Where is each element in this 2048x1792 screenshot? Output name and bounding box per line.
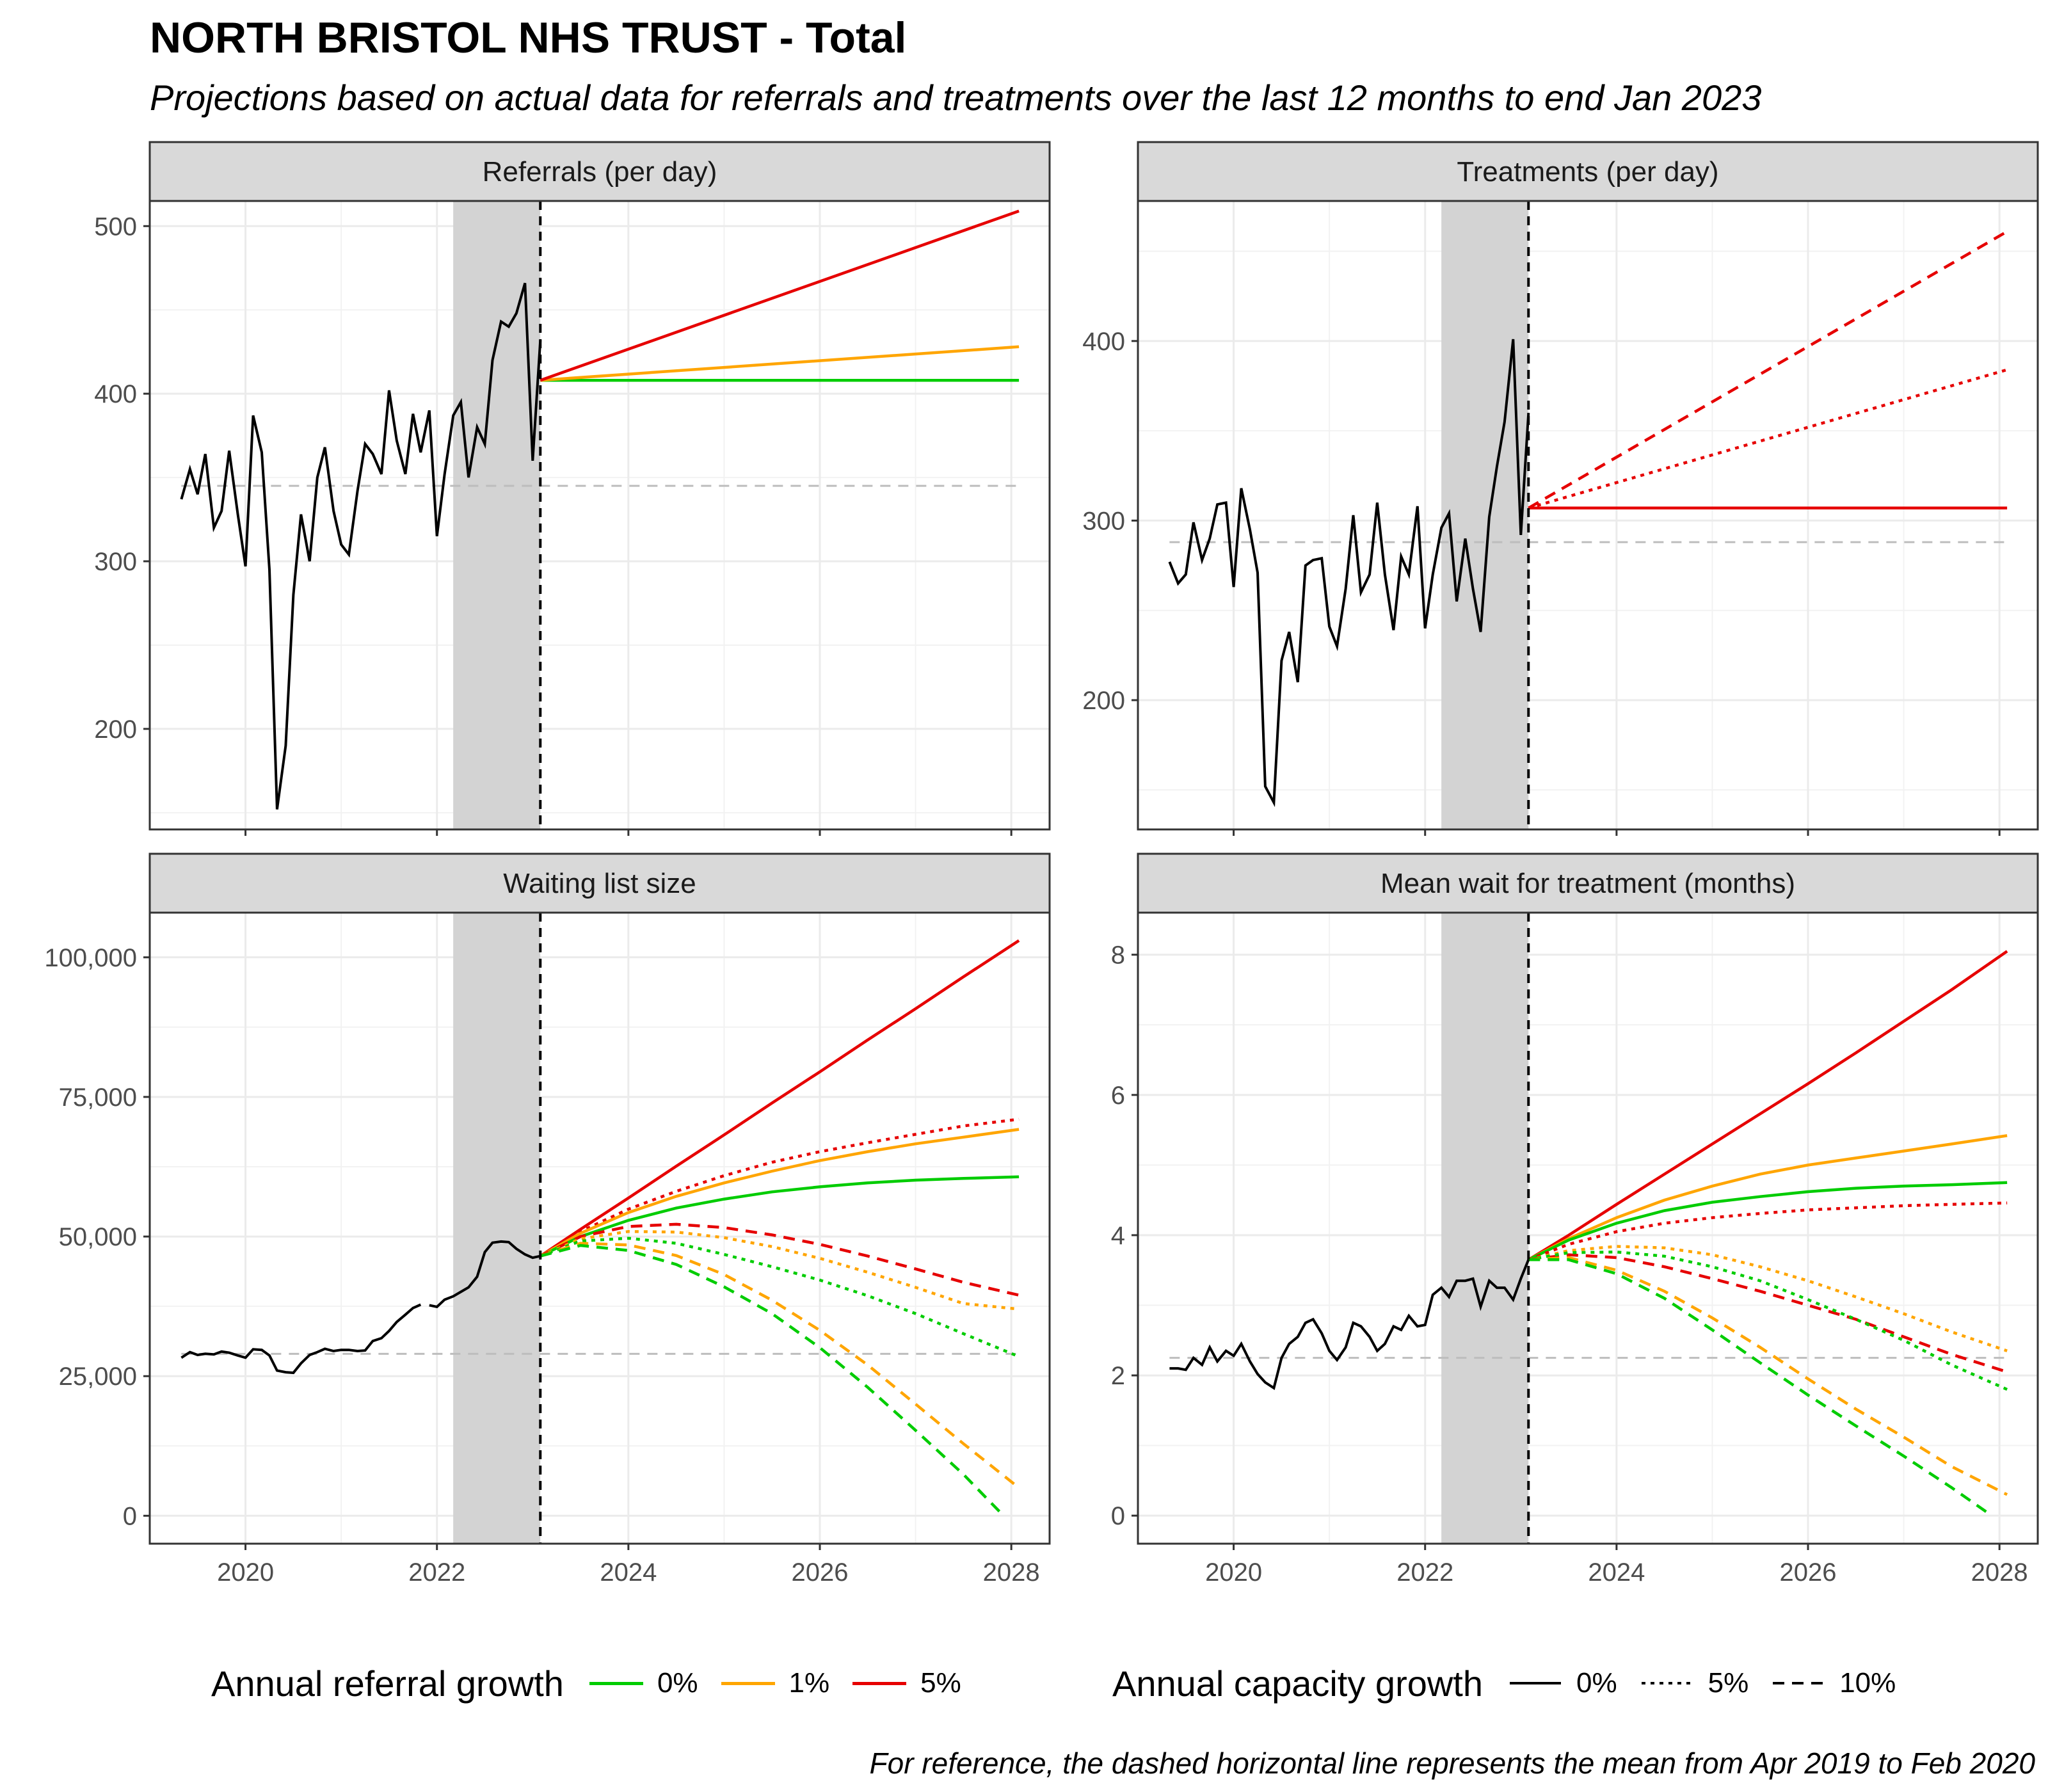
shaded-period <box>1441 201 1529 829</box>
legend-capacity-title: Annual capacity growth <box>1112 1663 1484 1704</box>
projection-series-line <box>1528 1181 2008 1261</box>
projection-series-line <box>1528 1250 2008 1391</box>
facet-panels: Referrals (per day)200300400500Treatment… <box>44 141 2039 1587</box>
legend-label-referral-2: 5% <box>920 1667 961 1699</box>
actual-data-line <box>180 282 542 810</box>
chart-title: NORTH BRISTOL NHS TRUST - Total <box>150 13 907 62</box>
panel-background <box>150 913 1050 1544</box>
panel-0: Referrals (per day) 200 300 400 500 <box>94 141 1051 836</box>
facet-strip <box>148 852 1051 914</box>
shaded-period <box>453 201 541 829</box>
projection-series-line <box>540 1117 1020 1258</box>
y-tick-label: 4 <box>1111 1222 1125 1250</box>
panel-3: Mean wait for treatment (months) 0 2 4 6 8 202… <box>1111 852 2039 1587</box>
y-tick-label: 6 <box>1111 1082 1125 1110</box>
legend-capacity-growth: Annual capacity growth 0% 5% 10% <box>1112 1658 1919 1709</box>
legend-item-referral-0: 0% <box>589 1667 698 1699</box>
chart-subtitle: Projections based on actual data for ref… <box>150 77 1762 118</box>
legend-key-capacity-0 <box>1510 1682 1562 1684</box>
y-tick-label: 8 <box>1111 941 1125 970</box>
projection-series-line <box>540 1222 1020 1297</box>
legend-item-capacity-2: 10% <box>1772 1667 1896 1699</box>
projection-series-line <box>540 345 1020 382</box>
panel-background <box>1138 913 2038 1544</box>
x-tick-label: 2028 <box>983 1558 1040 1587</box>
x-tick-label: 2026 <box>1780 1558 1837 1587</box>
legend-key-referral-0 <box>589 1681 643 1685</box>
legend-key-capacity-2 <box>1773 1682 1825 1684</box>
legend-item-referral-1: 1% <box>721 1667 830 1699</box>
y-tick-label: 0 <box>123 1502 137 1530</box>
actual-data-line <box>1168 339 1530 808</box>
actual-data-line <box>429 1240 541 1309</box>
y-tick-label: 2 <box>1111 1362 1125 1390</box>
projection-series-line <box>1528 368 2008 509</box>
projection-series-line <box>1528 950 2008 1261</box>
legend-referral-growth: Annual referral growth 0% 1% 5% <box>211 1658 984 1709</box>
y-tick-label: 100,000 <box>44 944 137 972</box>
panel-2: Waiting list size 0 25,000 50,000 75,000 100,… <box>44 852 1051 1587</box>
x-tick-label: 2024 <box>1588 1558 1645 1587</box>
y-tick-label: 400 <box>94 380 137 408</box>
projection-series-line <box>540 939 1020 1258</box>
facet-strip-label: Treatments (per day) <box>1457 156 1718 188</box>
projection-series-line <box>540 1242 1020 1489</box>
x-tick-label: 2020 <box>217 1558 274 1587</box>
legend-label-capacity-2: 10% <box>1839 1667 1896 1699</box>
legend-key-capacity-1 <box>1641 1682 1693 1684</box>
projection-series-line <box>540 1175 1020 1258</box>
x-tick-label: 2026 <box>792 1558 849 1587</box>
projection-series-line <box>1528 1245 2008 1352</box>
projection-series-line <box>1528 1258 1993 1517</box>
projection-series-line <box>1528 1253 2008 1373</box>
panel-background <box>1138 201 2038 829</box>
y-tick-label: 50,000 <box>59 1223 137 1251</box>
projection-series-line <box>540 209 1020 382</box>
projection-series-line <box>1528 1134 2008 1261</box>
legend-label-referral-0: 0% <box>657 1667 698 1699</box>
legend-label-capacity-1: 5% <box>1708 1667 1749 1699</box>
y-tick-label: 300 <box>94 548 137 576</box>
y-tick-label: 200 <box>1082 687 1125 715</box>
legend-key-referral-1 <box>721 1681 775 1685</box>
actual-data-line <box>1169 1259 1530 1391</box>
projection-series-line <box>540 1236 1020 1358</box>
projection-series-line <box>540 1128 1020 1258</box>
projection-series-line <box>1528 1201 2008 1261</box>
y-tick-label: 0 <box>1111 1502 1125 1530</box>
legend-label-capacity-0: 0% <box>1576 1667 1617 1699</box>
x-tick-label: 2028 <box>1971 1558 2028 1587</box>
legend-referral-title: Annual referral growth <box>211 1663 564 1704</box>
facet-strip-label: Mean wait for treatment (months) <box>1380 868 1795 899</box>
shaded-period <box>453 913 541 1544</box>
facet-strip-label: Waiting list size <box>503 868 696 899</box>
x-tick-label: 2020 <box>1205 1558 1262 1587</box>
actual-data-line <box>180 1303 422 1375</box>
y-tick-label: 25,000 <box>59 1363 137 1391</box>
projection-series-line <box>1528 230 2008 509</box>
facet-strip <box>1137 852 2039 914</box>
y-tick-label: 500 <box>94 212 137 241</box>
x-tick-label: 2022 <box>408 1558 465 1587</box>
legend-label-referral-1: 1% <box>788 1667 830 1699</box>
facet-strip <box>148 141 1051 202</box>
legend-item-referral-2: 5% <box>852 1667 961 1699</box>
y-tick-label: 300 <box>1082 507 1125 535</box>
legend-item-capacity-0: 0% <box>1508 1667 1617 1699</box>
x-tick-label: 2022 <box>1396 1558 1453 1587</box>
legend-item-capacity-1: 5% <box>1640 1667 1749 1699</box>
y-tick-label: 200 <box>94 716 137 744</box>
projection-series-line <box>1528 1256 2008 1496</box>
y-tick-label: 400 <box>1082 328 1125 356</box>
facet-strip-label: Referrals (per day) <box>483 156 717 188</box>
shaded-period <box>1441 913 1529 1544</box>
chart-caption: For reference, the dashed horizontal lin… <box>869 1747 2035 1780</box>
x-tick-label: 2024 <box>600 1558 657 1587</box>
facet-strip <box>1137 141 2039 202</box>
legend-key-referral-2 <box>852 1681 907 1685</box>
panel-1: Treatments (per day) 200 300 400 <box>1082 141 2039 836</box>
panel-background <box>150 201 1050 829</box>
y-tick-label: 75,000 <box>59 1084 137 1112</box>
